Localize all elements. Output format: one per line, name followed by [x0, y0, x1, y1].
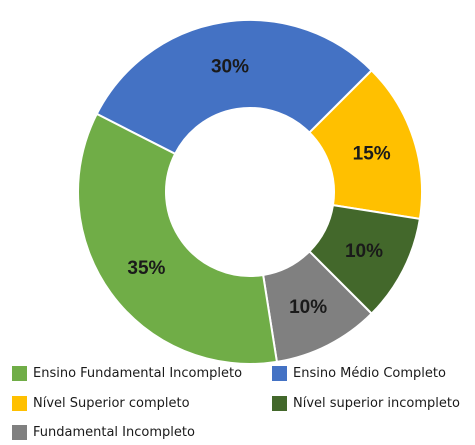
- slice-ensino-fundamental-incompleto: [77, 112, 279, 365]
- slice-ensino-medio-completo: [95, 19, 374, 156]
- slice-label-fundamental-incompleto: 10%: [289, 297, 327, 318]
- slice-label-nivel-superior-incompleto: 10%: [345, 241, 383, 262]
- slice-label-ensino-fundamental-incompleto: 35%: [127, 258, 165, 279]
- slice-label-ensino-medio-completo: 30%: [211, 57, 249, 78]
- donut-slices: [77, 19, 423, 365]
- slice-labels: 30% 15% 10% 10% 35%: [127, 57, 390, 318]
- slice-label-nivel-superior-completo: 15%: [353, 143, 391, 164]
